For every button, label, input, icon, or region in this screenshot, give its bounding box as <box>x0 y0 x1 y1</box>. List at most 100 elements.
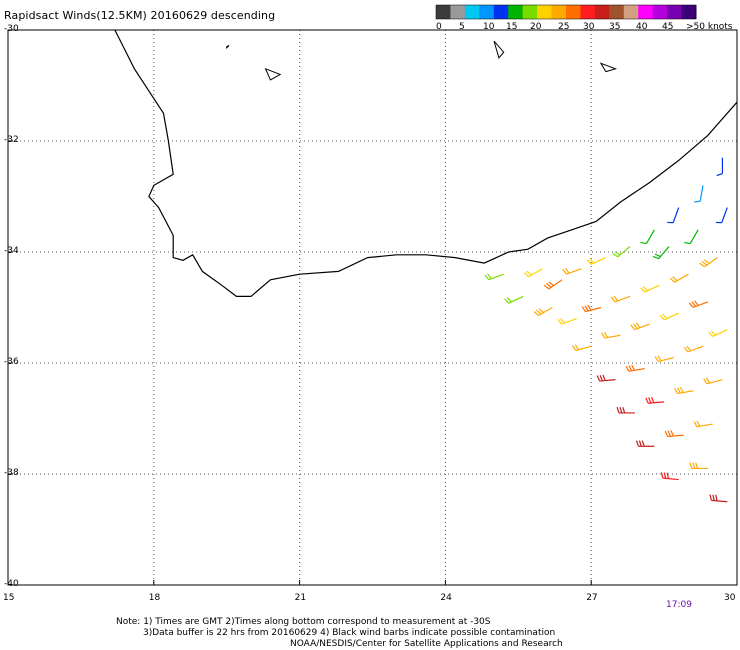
barb-feather <box>622 407 626 414</box>
barb-staff <box>645 229 655 244</box>
wind-barb <box>586 257 607 265</box>
colorbar-border <box>435 4 697 20</box>
barb-feather <box>604 331 608 338</box>
barb-feather <box>619 407 623 414</box>
barb-feather <box>652 255 659 260</box>
barb-feather <box>538 308 544 314</box>
barb-feather <box>610 296 616 303</box>
barb-feather <box>684 241 691 245</box>
barb-feather <box>564 268 570 274</box>
barb-feather <box>574 344 580 351</box>
barb-feather <box>694 200 701 203</box>
barb-feather <box>659 315 665 321</box>
barb-feather <box>533 311 539 316</box>
colorbar-swatch <box>566 5 581 19</box>
barb-feather <box>703 378 708 385</box>
colorbar-swatch <box>623 5 639 19</box>
note-line-2: 3)Data buffer is 22 hrs from 20160629 4)… <box>143 628 556 638</box>
barb-feather <box>696 420 701 427</box>
barb-feather <box>613 295 619 302</box>
barb-feather <box>581 306 586 312</box>
barb-feather <box>641 440 645 447</box>
barb-feather <box>504 298 510 304</box>
lat-lon-grid <box>7 29 738 586</box>
wind-barb <box>694 185 704 203</box>
wind-barb <box>708 329 728 338</box>
barb-feather <box>663 472 667 479</box>
colorbar-swatch <box>551 5 567 19</box>
barb-feather <box>635 440 639 447</box>
colorbar-swatch <box>537 5 553 19</box>
wind-barb <box>640 229 655 245</box>
colorbar-label: 35 <box>609 22 621 32</box>
barb-feather <box>715 494 718 501</box>
barb-feather <box>523 272 530 278</box>
wind-barb <box>557 317 577 325</box>
barb-feather <box>586 259 592 265</box>
barb-feather <box>664 430 669 437</box>
colorbar-swatch <box>436 5 451 19</box>
barb-feather <box>654 356 659 362</box>
latitude-label: -34 <box>4 246 19 256</box>
barb-feather <box>710 330 716 336</box>
colorbar-swatch <box>493 5 509 19</box>
colorbar <box>435 4 697 20</box>
wind-barb <box>709 494 728 503</box>
barb-feather <box>708 331 714 337</box>
barb-feather <box>640 241 647 245</box>
wind-barb <box>652 246 670 260</box>
barb-feather <box>560 317 565 324</box>
colorbar-swatch <box>594 5 610 19</box>
colorbar-swatch <box>652 5 668 19</box>
colorbar-swatch <box>522 5 538 19</box>
wind-barb <box>635 440 655 447</box>
wind-barb <box>610 295 631 303</box>
longitude-label: 30 <box>724 593 736 603</box>
wind-barb <box>562 268 582 275</box>
barb-feather <box>625 365 630 372</box>
barb-feather <box>571 345 577 351</box>
wind-barbs-layer <box>484 157 728 503</box>
wind-barb <box>699 257 718 268</box>
barb-feather <box>638 440 642 447</box>
wind-barb <box>612 245 631 258</box>
barb-feather <box>484 274 490 281</box>
colorbar-swatch <box>609 5 625 19</box>
barb-feather <box>648 397 652 404</box>
note-line-1: Note: 1) Times are GMT 2)Times along bot… <box>116 617 491 627</box>
colorbar-label: 20 <box>530 22 542 32</box>
latitude-label: -30 <box>4 24 19 34</box>
barb-feather <box>695 462 699 469</box>
barb-feather <box>506 297 512 303</box>
barb-feather <box>630 324 635 330</box>
latitude-label: -32 <box>4 135 19 145</box>
colorbar-label: 5 <box>459 22 465 32</box>
barb-feather <box>487 273 492 280</box>
wind-barb <box>674 386 694 395</box>
barb-feather <box>662 313 668 320</box>
latitude-label: -36 <box>4 357 19 367</box>
wind-barb <box>640 284 660 293</box>
barb-feather <box>546 283 552 288</box>
barb-feather <box>587 304 592 311</box>
wind-barb <box>660 472 679 481</box>
barb-feather <box>672 276 678 282</box>
wind-barb <box>684 229 699 245</box>
longitude-label: 21 <box>294 593 307 603</box>
colorbar-swatch <box>450 5 466 19</box>
wind-barb <box>533 306 553 317</box>
barb-feather <box>631 364 636 371</box>
wind-barb <box>654 355 674 363</box>
barb-feather <box>651 396 655 403</box>
longitude-label: 18 <box>148 593 161 603</box>
island-outline <box>226 45 230 49</box>
longitude-label: 27 <box>586 593 598 603</box>
barb-feather <box>676 387 681 394</box>
barb-feather <box>704 259 710 264</box>
colorbar-label: 10 <box>483 22 495 32</box>
coastline-path <box>114 29 738 297</box>
barb-feather <box>654 253 661 258</box>
colorbar-swatch <box>479 5 495 19</box>
barb-feather <box>589 258 595 264</box>
colorbar-swatch <box>580 5 596 19</box>
